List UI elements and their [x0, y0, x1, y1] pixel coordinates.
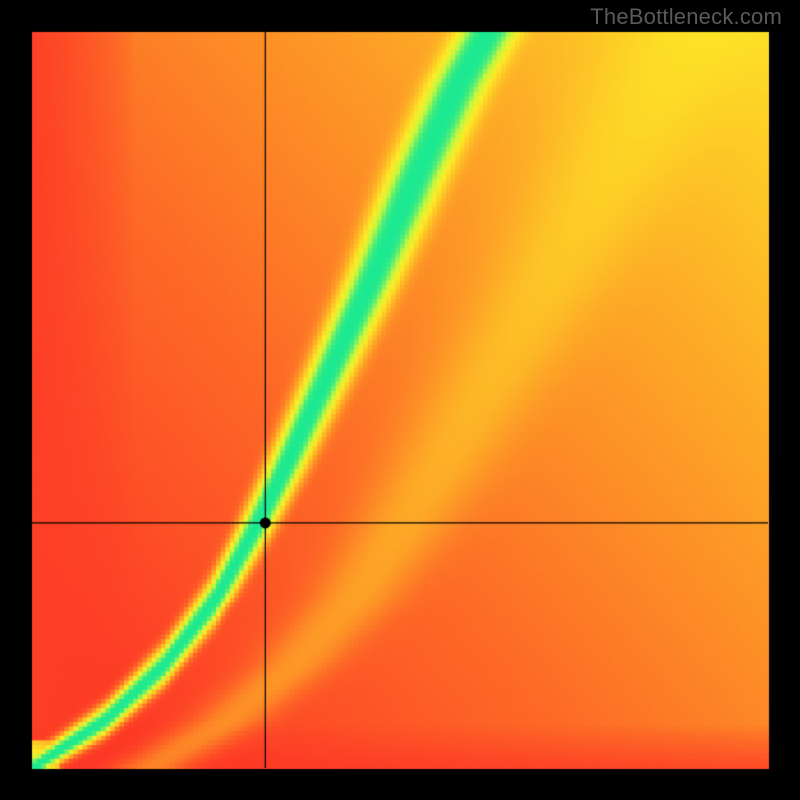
heatmap-canvas [0, 0, 800, 800]
chart-container: TheBottleneck.com [0, 0, 800, 800]
watermark-text: TheBottleneck.com [590, 4, 782, 30]
